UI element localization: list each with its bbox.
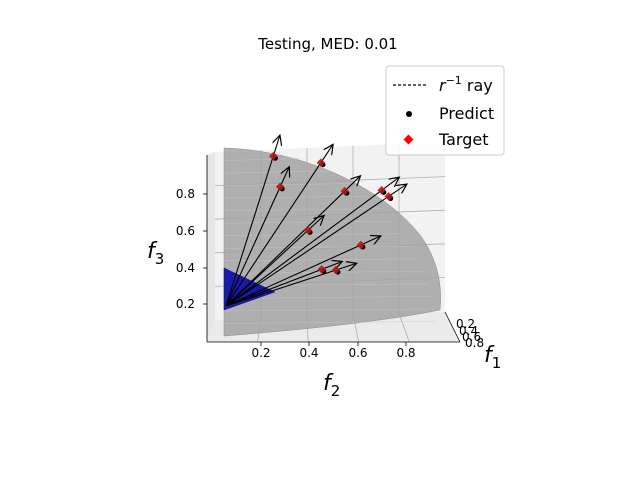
- f3-axis-label: f3: [147, 239, 164, 268]
- f3-tick-label: 0.4: [176, 261, 195, 275]
- surface-mesh-line: [223, 296, 432, 299]
- legend-ray-label: r−1 ray: [439, 74, 493, 95]
- surface-mesh-line: [223, 195, 368, 199]
- f2-tick-label: 0.4: [299, 346, 318, 360]
- ray-line: [225, 236, 381, 307]
- surface-mesh-line: [223, 158, 301, 161]
- surface-mesh-line: [223, 233, 404, 236]
- f2-axis-label: f2: [323, 371, 340, 400]
- ray-line: [225, 135, 280, 307]
- target-point: [340, 186, 349, 196]
- axis-lines: [206, 155, 461, 343]
- f3-tick-label: 0.6: [176, 224, 195, 238]
- f1-tick-label: 0.4: [459, 324, 478, 338]
- ray-line: [225, 144, 333, 307]
- target-point: [275, 182, 285, 192]
- legend: r−1 ray Predict Target: [385, 65, 505, 156]
- side-pane: [207, 152, 215, 342]
- target-point: [377, 186, 386, 195]
- legend-predict-marker: [406, 111, 412, 117]
- target-point: [303, 226, 313, 235]
- legend-box: [385, 65, 505, 156]
- legend-predict-label: Predict: [439, 104, 494, 123]
- legend-target-label: Target: [438, 130, 489, 149]
- grid-line-floor: [398, 313, 410, 343]
- target-point: [269, 151, 278, 161]
- tick-marks: [203, 193, 407, 346]
- marker-group: [269, 151, 394, 275]
- surface-mesh-line: [223, 246, 412, 249]
- surface-mesh-line: [223, 208, 382, 211]
- surface-mesh-line: [223, 321, 436, 324]
- ray-line: [225, 177, 399, 307]
- f2-tick-labels: 0.2 0.4 0.6 0.8: [251, 346, 415, 360]
- f1-tick-label: 0.2: [456, 317, 475, 331]
- f1-tick-label: 0.6: [462, 330, 481, 344]
- ray-line: [225, 184, 407, 307]
- f1-axis-label: f1: [484, 343, 501, 372]
- target-point: [384, 192, 393, 201]
- surface-mesh-line: [223, 170, 330, 174]
- target-point: [331, 265, 341, 275]
- surface-mesh-line: [223, 183, 352, 186]
- chart-title: Testing, MED: 0.01: [257, 35, 397, 53]
- f3-tick-label: 0.8: [176, 187, 195, 201]
- f2-tick-label: 0.8: [396, 346, 415, 360]
- f3-tick-labels: 0.2 0.4 0.6 0.8: [176, 187, 195, 311]
- target-point: [316, 158, 326, 167]
- f1-tick-label: 0.8: [465, 336, 484, 350]
- f2-tick-label: 0.6: [348, 346, 367, 360]
- target-point: [317, 265, 326, 274]
- f3-tick-label: 0.2: [176, 297, 195, 311]
- f1-axis-line: [444, 311, 461, 343]
- f1-tick-labels: 0.2 0.4 0.6 0.8: [456, 317, 484, 350]
- ray-line: [225, 167, 289, 307]
- target-point: [356, 240, 366, 250]
- surface-mesh-line: [223, 308, 434, 312]
- legend-target-marker: [403, 134, 414, 145]
- ray-line: [225, 176, 361, 307]
- ray-group: [225, 135, 407, 307]
- f2-tick-label: 0.2: [251, 346, 270, 360]
